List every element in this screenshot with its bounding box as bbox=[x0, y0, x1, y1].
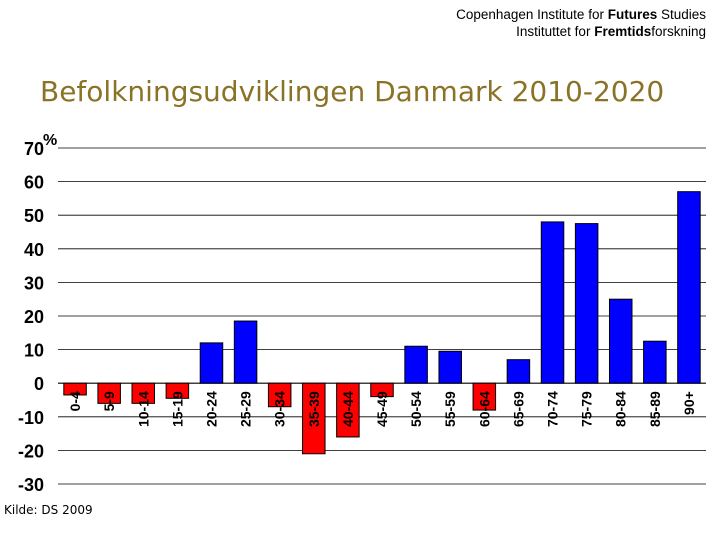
x-tick-label: 40-44 bbox=[340, 391, 356, 427]
institute-keyword-fremtids: Fremtids bbox=[594, 24, 652, 39]
bar bbox=[302, 382, 326, 455]
y-tick-label: 10 bbox=[24, 341, 44, 361]
y-tick-label: 70 bbox=[24, 139, 44, 159]
bar bbox=[267, 382, 292, 408]
x-tick-label: 45-49 bbox=[374, 391, 390, 427]
x-tick-label: 20-24 bbox=[203, 391, 219, 427]
institute-name-danish: Instituttet for Fremtidsforskning bbox=[516, 24, 706, 39]
x-tick-label: 70-74 bbox=[545, 391, 561, 427]
x-tick-label: 0-4 bbox=[67, 391, 83, 411]
bar bbox=[643, 340, 667, 384]
bar bbox=[370, 382, 394, 398]
x-tick-label: 80-84 bbox=[613, 391, 629, 427]
bar bbox=[574, 223, 599, 384]
bar bbox=[199, 342, 224, 384]
bar bbox=[131, 382, 156, 404]
bar bbox=[506, 359, 531, 384]
x-tick-label: 65-69 bbox=[510, 391, 526, 427]
bar bbox=[63, 382, 87, 396]
x-tick-label: 35-39 bbox=[306, 391, 322, 427]
x-tick-label: 10-14 bbox=[135, 391, 151, 427]
x-tick-label: 60-64 bbox=[476, 391, 492, 427]
bar bbox=[472, 382, 497, 411]
x-tick-label: 25-29 bbox=[238, 391, 254, 427]
institute-keyword-futures: Futures bbox=[607, 7, 658, 22]
bar bbox=[165, 382, 190, 399]
y-tick-label: -20 bbox=[18, 441, 44, 461]
bar bbox=[404, 345, 428, 384]
x-tick-label: 15-19 bbox=[169, 391, 185, 427]
bar bbox=[540, 221, 565, 384]
institute-name-english: Copenhagen Institute for Futures Studies bbox=[456, 7, 706, 22]
bar bbox=[608, 298, 633, 384]
x-tick-label: 85-89 bbox=[647, 391, 663, 427]
y-tick-label: 0 bbox=[34, 374, 44, 394]
bar bbox=[97, 382, 121, 404]
chart-title: Befolkningsudviklingen Danmark 2010-2020 bbox=[40, 75, 665, 108]
y-tick-label: 40 bbox=[24, 240, 44, 260]
x-tick-label: 90+ bbox=[681, 391, 697, 415]
x-tick-label: 30-34 bbox=[272, 391, 288, 427]
y-tick-label: -30 bbox=[18, 475, 44, 495]
institute-credit: Copenhagen Institute for Futures Studies… bbox=[456, 6, 706, 40]
bar bbox=[336, 382, 360, 438]
x-tick-label: 50-54 bbox=[408, 391, 424, 427]
y-tick-label: 50 bbox=[24, 206, 44, 226]
bar bbox=[438, 350, 462, 384]
y-tick-label: -10 bbox=[18, 408, 44, 428]
bar bbox=[677, 191, 701, 384]
x-tick-label: 55-59 bbox=[442, 391, 458, 427]
y-tick-label: 60 bbox=[24, 173, 44, 193]
x-tick-label: 5-9 bbox=[101, 391, 117, 411]
x-tick-label: 75-79 bbox=[579, 391, 595, 427]
y-tick-label: 20 bbox=[24, 307, 44, 327]
source-note: Kilde: DS 2009 bbox=[4, 503, 93, 517]
y-axis-unit: % bbox=[43, 132, 57, 149]
bar bbox=[233, 320, 258, 384]
y-tick-label: 30 bbox=[24, 273, 44, 293]
